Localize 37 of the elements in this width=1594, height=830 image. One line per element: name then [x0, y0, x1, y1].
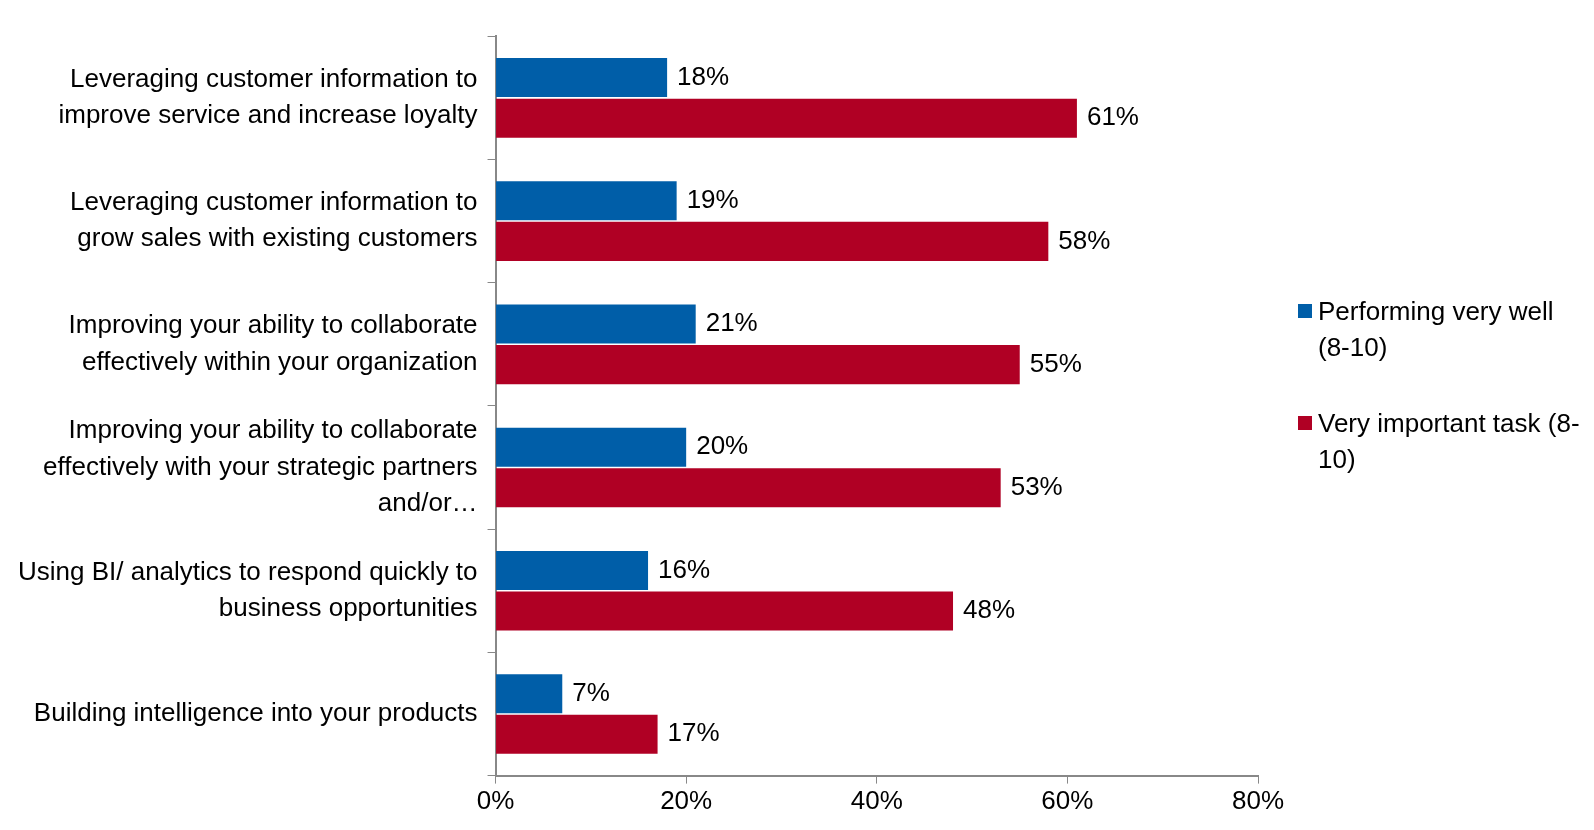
bar [496, 98, 1077, 138]
x-tick-label: 40% [850, 785, 903, 816]
bar [496, 468, 1001, 508]
legend-label: Very important task (8-10) [1318, 407, 1581, 476]
y-tick-label: Improving your ability to collaborate effectively with your strategic partners and/or… [43, 414, 478, 518]
bar [496, 57, 668, 97]
bar [496, 591, 954, 631]
data-label: 18% [677, 60, 730, 91]
y-tick-label: Leveraging customer information to improve service and increase loyalty [58, 62, 478, 130]
data-label: 61% [1086, 101, 1139, 132]
bar [496, 674, 563, 714]
data-label: 17% [667, 717, 720, 748]
x-tick-label: 60% [1041, 785, 1094, 816]
bar [496, 345, 1020, 385]
legend-label: Performing very well (8-10) [1318, 295, 1555, 364]
data-label: 58% [1058, 224, 1111, 255]
data-label: 55% [1029, 347, 1082, 378]
x-tick-label: 20% [660, 785, 713, 816]
bar [496, 714, 658, 754]
y-tick-label: Using BI/ analytics to respond quickly to business opportunities [18, 555, 478, 623]
x-tick-label: 0% [476, 785, 515, 816]
data-label: 16% [658, 553, 711, 584]
y-tick-label: Leveraging customer information to grow sales with existing customers [70, 186, 478, 253]
bar [496, 304, 696, 344]
bar [496, 181, 677, 221]
data-label: 19% [686, 183, 739, 214]
y-tick-label: Improving your ability to collaborate effectively within your organization [68, 309, 478, 376]
data-label: 20% [696, 430, 749, 461]
bar [496, 221, 1049, 261]
data-label: 48% [963, 594, 1016, 625]
bar [496, 550, 649, 590]
data-label: 21% [705, 307, 758, 338]
x-tick-label: 80% [1231, 785, 1285, 816]
bar [496, 427, 687, 467]
data-label: 53% [1010, 471, 1063, 502]
data-label: 7% [572, 676, 610, 707]
y-tick-label: Building intelligence into your products [33, 697, 478, 728]
